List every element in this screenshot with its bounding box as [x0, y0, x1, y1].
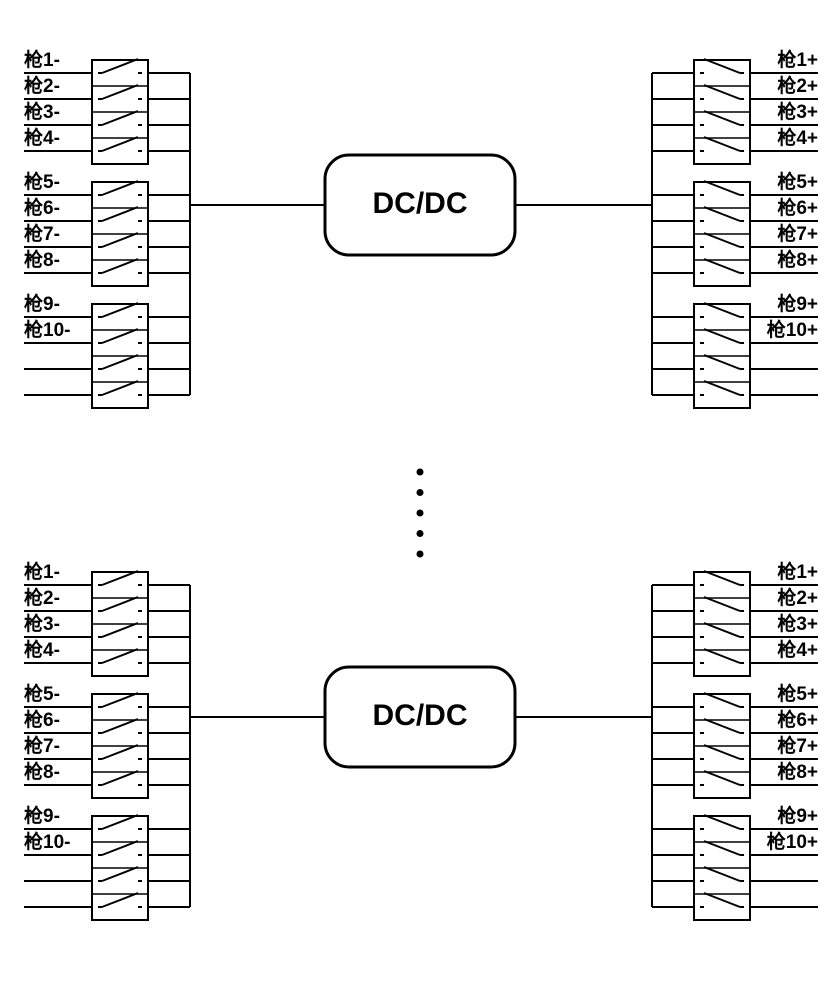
svg-text:枪5+: 枪5+: [777, 682, 818, 705]
svg-text:枪9-: 枪9-: [24, 804, 60, 827]
svg-text:枪3-: 枪3-: [24, 100, 60, 123]
svg-text:枪7+: 枪7+: [777, 222, 818, 245]
ellipsis-dot: [417, 489, 424, 496]
svg-text:枪1+: 枪1+: [777, 48, 818, 71]
ellipsis-dot: [417, 469, 424, 476]
svg-text:枪2+: 枪2+: [777, 586, 818, 609]
ellipsis-dot: [417, 530, 424, 537]
svg-text:枪3+: 枪3+: [777, 612, 818, 635]
svg-text:枪4+: 枪4+: [777, 638, 818, 661]
svg-text:枪10-: 枪10-: [24, 318, 70, 341]
svg-text:枪7+: 枪7+: [777, 734, 818, 757]
svg-text:枪9+: 枪9+: [777, 292, 818, 315]
svg-text:枪6+: 枪6+: [777, 196, 818, 219]
svg-text:枪10+: 枪10+: [767, 830, 818, 853]
svg-text:枪4+: 枪4+: [777, 126, 818, 149]
svg-text:枪8+: 枪8+: [777, 248, 818, 271]
svg-text:枪8-: 枪8-: [24, 248, 60, 271]
ellipsis-dot: [417, 551, 424, 558]
svg-text:枪9+: 枪9+: [777, 804, 818, 827]
dcdc-label: DC/DC: [373, 187, 468, 220]
svg-text:枪6-: 枪6-: [24, 708, 60, 731]
svg-text:枪5-: 枪5-: [24, 170, 60, 193]
svg-text:枪10+: 枪10+: [767, 318, 818, 341]
dc-dc-switching-diagram: 枪1- 枪2- 枪3- 枪4- 枪1+ 枪2+ 枪3+ 枪4+ 枪5- 枪6- 枪7- 枪8- 枪5+ 枪…: [0, 0, 840, 1000]
svg-text:枪6+: 枪6+: [777, 708, 818, 731]
dcdc-label: DC/DC: [373, 699, 468, 732]
svg-text:枪2+: 枪2+: [777, 74, 818, 97]
svg-text:枪8-: 枪8-: [24, 760, 60, 783]
svg-text:枪10-: 枪10-: [24, 830, 70, 853]
ellipsis-dot: [417, 510, 424, 517]
svg-text:枪6-: 枪6-: [24, 196, 60, 219]
svg-text:枪9-: 枪9-: [24, 292, 60, 315]
svg-text:枪7-: 枪7-: [24, 222, 60, 245]
svg-text:枪1+: 枪1+: [777, 560, 818, 583]
svg-text:枪4-: 枪4-: [24, 126, 60, 149]
svg-text:枪1-: 枪1-: [24, 560, 60, 583]
svg-text:枪8+: 枪8+: [777, 760, 818, 783]
svg-text:枪3-: 枪3-: [24, 612, 60, 635]
svg-text:枪7-: 枪7-: [24, 734, 60, 757]
svg-text:枪2-: 枪2-: [24, 74, 60, 97]
svg-text:枪3+: 枪3+: [777, 100, 818, 123]
svg-text:枪4-: 枪4-: [24, 638, 60, 661]
svg-text:枪5-: 枪5-: [24, 682, 60, 705]
svg-text:枪5+: 枪5+: [777, 170, 818, 193]
svg-text:枪2-: 枪2-: [24, 586, 60, 609]
svg-text:枪1-: 枪1-: [24, 48, 60, 71]
